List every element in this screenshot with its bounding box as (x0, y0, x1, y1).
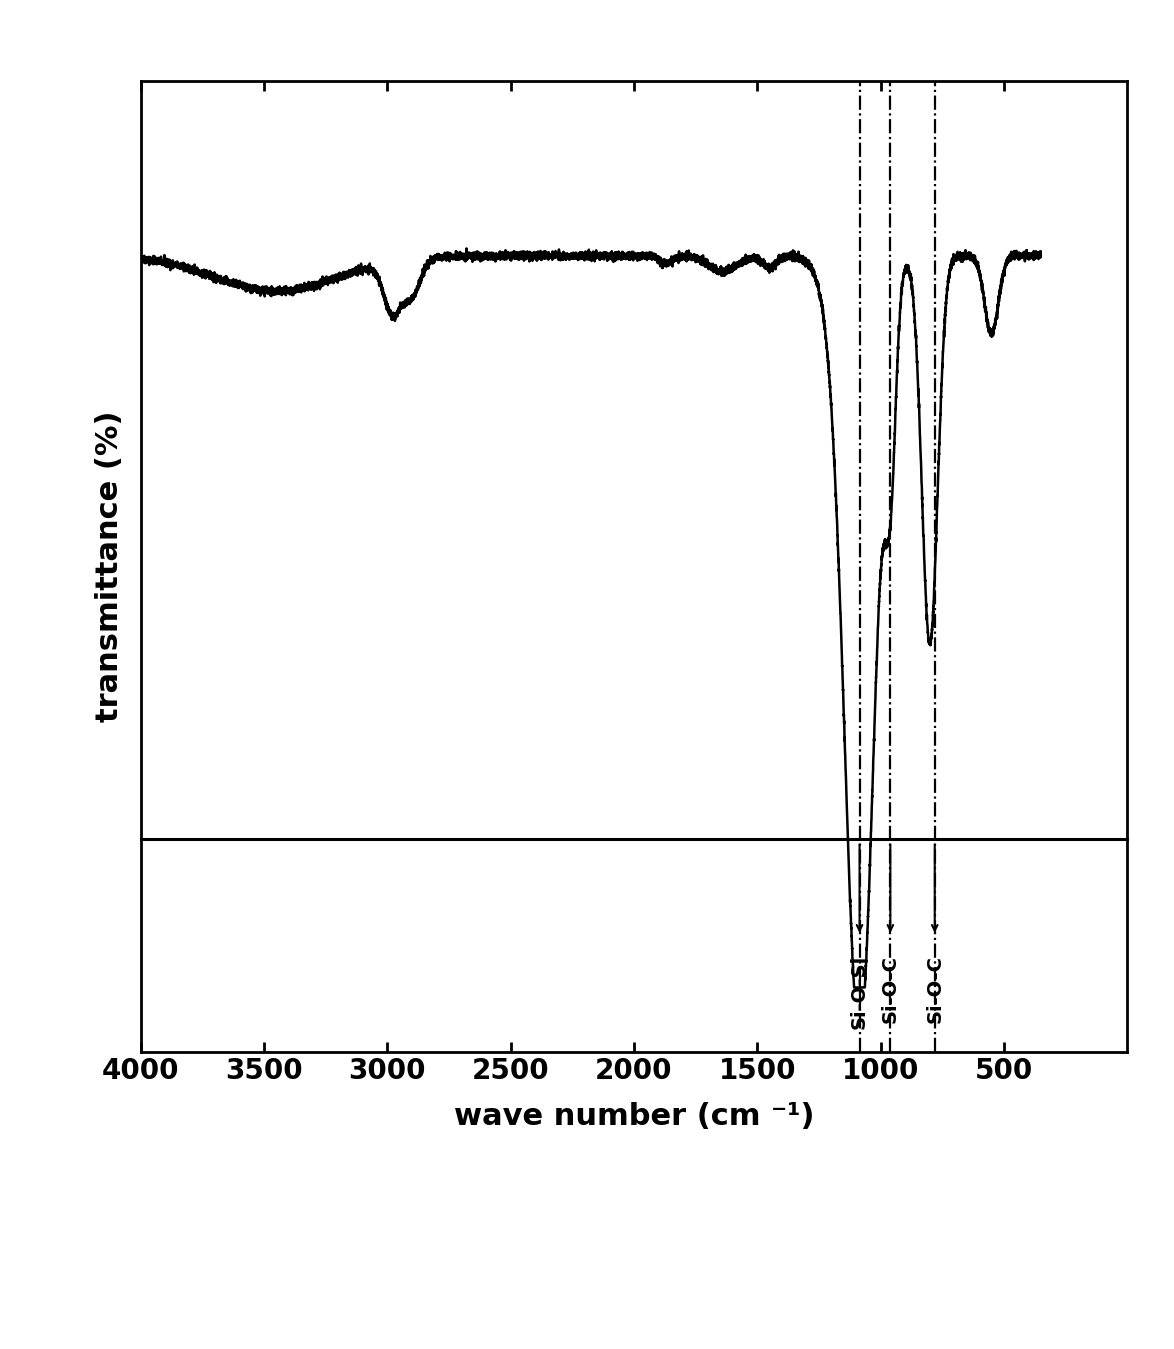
Text: Si-O-Si: Si-O-Si (850, 955, 869, 1029)
X-axis label: wave number (cm ⁻¹): wave number (cm ⁻¹) (453, 1102, 815, 1130)
Text: Si-O-C: Si-O-C (925, 955, 944, 1023)
Y-axis label: transmittance (%): transmittance (%) (95, 411, 124, 722)
Text: Si-O-C: Si-O-C (880, 955, 899, 1023)
